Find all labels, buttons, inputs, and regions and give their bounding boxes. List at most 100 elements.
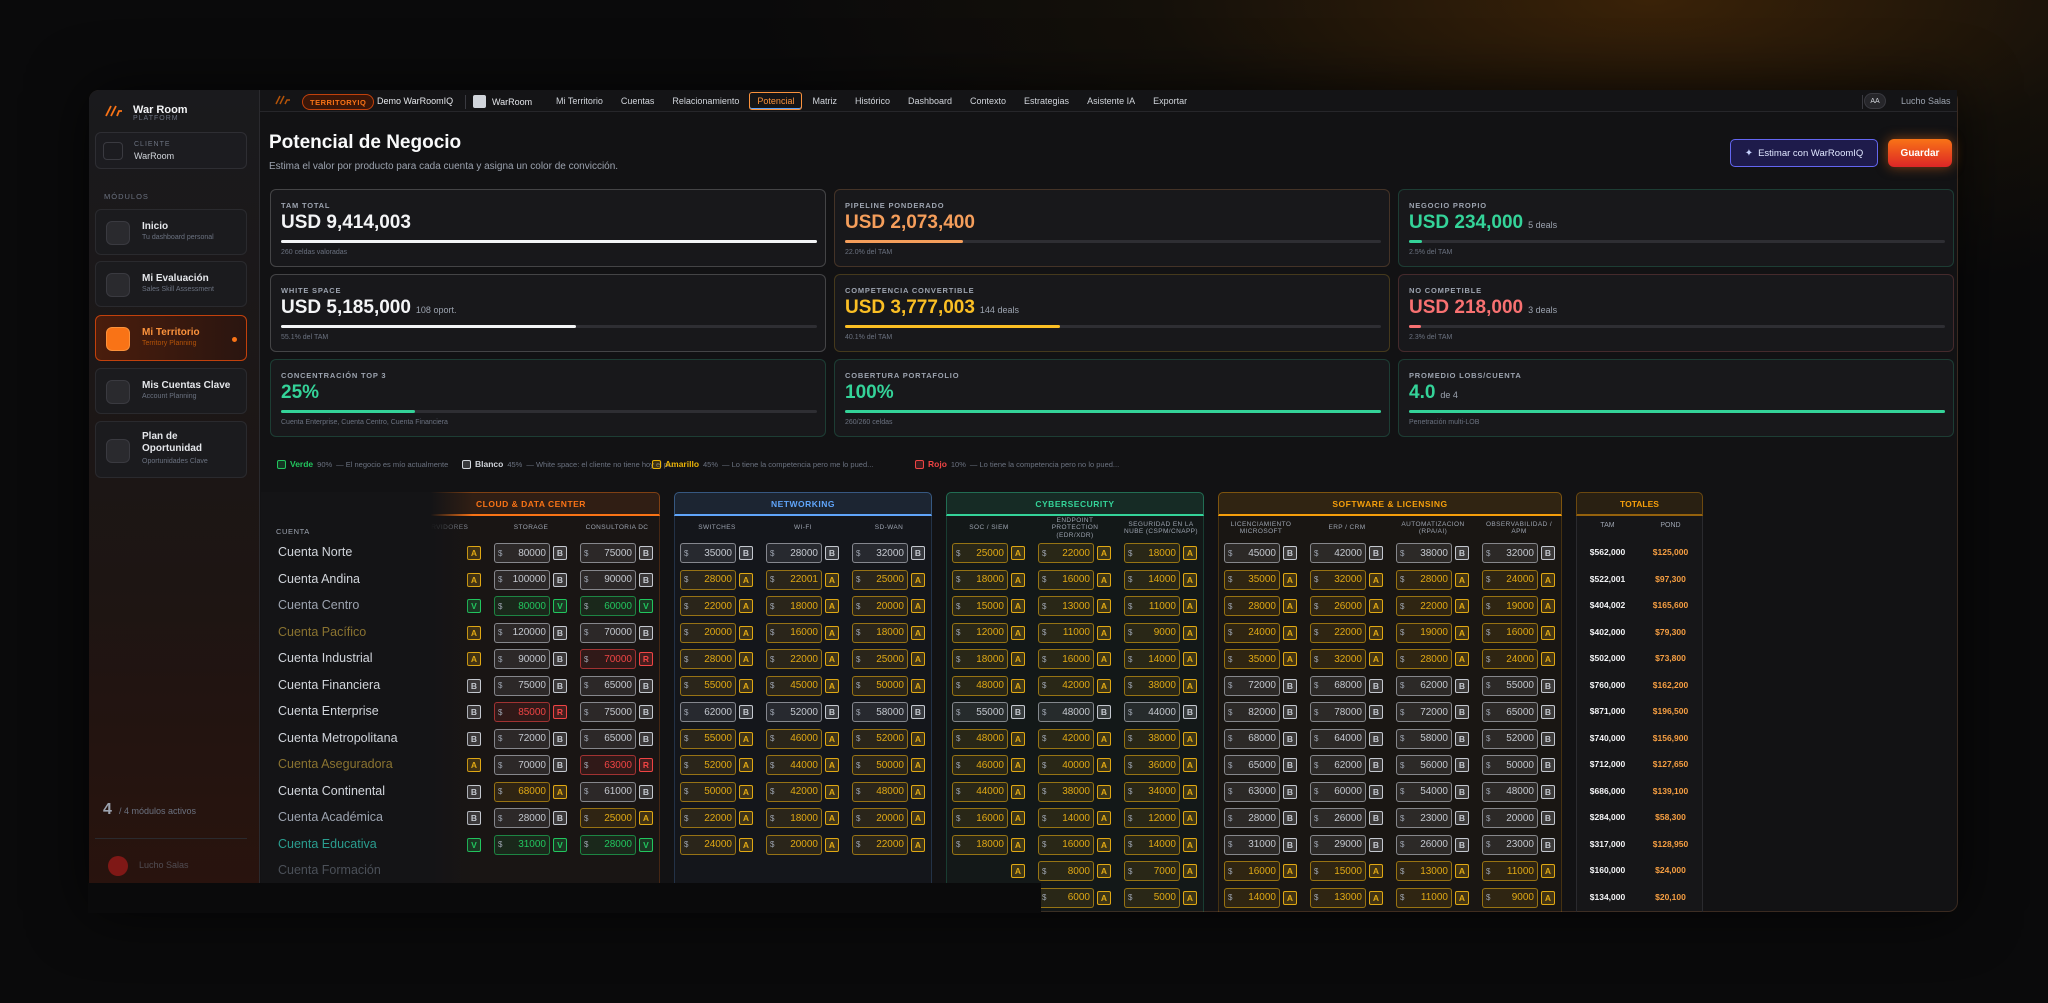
conviction-badge[interactable]: B bbox=[1369, 546, 1383, 560]
conviction-badge[interactable]: B bbox=[553, 546, 567, 560]
tab[interactable]: Mi Territorio bbox=[556, 96, 603, 106]
conviction-badge[interactable]: A bbox=[1097, 572, 1111, 587]
conviction-badge[interactable]: A bbox=[1283, 864, 1297, 878]
conviction-badge[interactable]: A bbox=[1183, 837, 1197, 852]
conviction-badge[interactable]: V bbox=[639, 599, 653, 613]
value-cell[interactable]: $68000 bbox=[1224, 728, 1280, 749]
value-cell[interactable]: $35000 bbox=[1224, 649, 1280, 669]
value-cell[interactable]: $6000 bbox=[1038, 887, 1094, 908]
conviction-badge[interactable]: A bbox=[1183, 811, 1197, 825]
save-button[interactable]: Guardar bbox=[1888, 139, 1952, 167]
conviction-badge[interactable]: A bbox=[911, 572, 925, 587]
value-cell[interactable]: $48000 bbox=[1038, 702, 1094, 722]
conviction-badge[interactable]: A bbox=[1369, 572, 1383, 587]
conviction-badge[interactable]: B bbox=[553, 731, 567, 746]
value-cell[interactable]: $25000 bbox=[852, 649, 908, 669]
value-cell[interactable]: $60000 bbox=[1310, 781, 1366, 802]
value-cell[interactable]: $48000 bbox=[1482, 781, 1538, 802]
value-cell[interactable]: $18000 bbox=[952, 649, 1008, 669]
value-cell[interactable]: $64000 bbox=[1310, 728, 1366, 749]
conviction-badge[interactable]: B bbox=[1541, 784, 1555, 799]
conviction-badge[interactable]: R bbox=[553, 705, 567, 719]
conviction-badge[interactable]: A bbox=[1183, 546, 1197, 560]
value-cell[interactable]: $62000 bbox=[680, 702, 736, 722]
conviction-badge[interactable]: A bbox=[1541, 652, 1555, 666]
nav-item[interactable]: Plan de Oportunidad Oportunidades Clave bbox=[95, 421, 247, 478]
conviction-badge[interactable]: A bbox=[911, 599, 925, 613]
ai-button[interactable]: ✦ Estimar con WarRoomIQ bbox=[1730, 139, 1878, 167]
value-cell[interactable]: $28000 bbox=[1224, 808, 1280, 828]
conviction-badge[interactable]: B bbox=[1097, 705, 1111, 719]
value-cell[interactable]: $22000 bbox=[1396, 596, 1452, 616]
value-cell[interactable]: $16000 bbox=[1224, 861, 1280, 881]
conviction-badge[interactable]: A bbox=[1011, 811, 1025, 825]
conviction-badge[interactable]: B bbox=[639, 572, 653, 587]
value-cell[interactable]: $46000 bbox=[766, 728, 822, 749]
value-cell[interactable]: $50000 bbox=[852, 675, 908, 696]
conviction-badge[interactable]: A bbox=[1011, 837, 1025, 852]
conviction-badge[interactable]: B bbox=[1455, 811, 1469, 825]
value-cell[interactable]: $20000 bbox=[680, 622, 736, 643]
value-cell[interactable]: $18000 bbox=[1124, 543, 1180, 563]
value-cell[interactable]: $19000 bbox=[1396, 622, 1452, 643]
conviction-badge[interactable]: B bbox=[1283, 546, 1297, 560]
value-cell[interactable]: $16000 bbox=[1038, 834, 1094, 855]
conviction-badge[interactable]: B bbox=[1541, 546, 1555, 560]
value-cell[interactable]: $31000 bbox=[1224, 834, 1280, 855]
conviction-badge[interactable]: B bbox=[739, 546, 753, 560]
conviction-badge[interactable]: A bbox=[1097, 625, 1111, 640]
conviction-badge[interactable]: A bbox=[639, 811, 653, 825]
value-cell[interactable]: $22000 bbox=[766, 649, 822, 669]
value-cell[interactable]: $40000 bbox=[1038, 755, 1094, 775]
conviction-badge[interactable]: A bbox=[1183, 678, 1197, 693]
conviction-badge[interactable]: A bbox=[1011, 678, 1025, 693]
conviction-badge[interactable]: A bbox=[1283, 890, 1297, 905]
conviction-badge[interactable]: A bbox=[1283, 572, 1297, 587]
value-cell[interactable]: $56000 bbox=[1396, 755, 1452, 775]
conviction-badge[interactable]: B bbox=[825, 705, 839, 719]
value-cell[interactable]: $65000 bbox=[580, 675, 636, 696]
conviction-badge[interactable]: A bbox=[1541, 890, 1555, 905]
value-cell[interactable]: $70000 bbox=[580, 622, 636, 643]
value-cell[interactable]: $22000 bbox=[680, 596, 736, 616]
value-cell[interactable]: $75000 bbox=[580, 543, 636, 563]
conviction-badge[interactable]: A bbox=[739, 811, 753, 825]
value-cell[interactable]: $29000 bbox=[1310, 834, 1366, 855]
conviction-badge[interactable]: B bbox=[1455, 731, 1469, 746]
value-cell[interactable]: $90000 bbox=[494, 649, 550, 669]
conviction-badge[interactable]: A bbox=[1455, 652, 1469, 666]
conviction-badge[interactable]: A bbox=[1183, 758, 1197, 772]
conviction-badge[interactable]: A bbox=[1011, 546, 1025, 560]
value-cell[interactable]: $70000 bbox=[580, 649, 636, 669]
value-cell[interactable]: $32000 bbox=[1310, 649, 1366, 669]
conviction-badge[interactable]: A bbox=[1455, 599, 1469, 613]
value-cell[interactable]: $75000 bbox=[494, 675, 550, 696]
conviction-badge[interactable]: B bbox=[1283, 705, 1297, 719]
tab[interactable]: Histórico bbox=[854, 96, 890, 106]
tab[interactable]: Asistente IA bbox=[1087, 96, 1136, 106]
conviction-badge[interactable]: A bbox=[739, 625, 753, 640]
tab[interactable]: Cuentas bbox=[620, 96, 655, 106]
value-cell[interactable]: $28000 bbox=[680, 569, 736, 590]
value-cell[interactable]: $18000 bbox=[766, 596, 822, 616]
value-cell[interactable]: $25000 bbox=[580, 808, 636, 828]
conviction-badge[interactable]: B bbox=[1011, 705, 1025, 719]
conviction-badge[interactable]: B bbox=[553, 652, 567, 666]
value-cell[interactable]: $25000 bbox=[952, 543, 1008, 563]
conviction-badge[interactable]: B bbox=[911, 546, 925, 560]
value-cell[interactable]: $20000 bbox=[766, 834, 822, 855]
value-cell[interactable]: $85000 bbox=[494, 702, 550, 722]
conviction-badge[interactable]: A bbox=[1283, 652, 1297, 666]
nav-item[interactable]: Mis Cuentas Clave Account Planning bbox=[95, 368, 247, 414]
conviction-badge[interactable]: A bbox=[1183, 731, 1197, 746]
value-cell[interactable]: $11000 bbox=[1482, 861, 1538, 881]
conviction-badge[interactable]: B bbox=[1283, 837, 1297, 852]
value-cell[interactable]: $38000 bbox=[1124, 728, 1180, 749]
conviction-badge[interactable]: A bbox=[1541, 572, 1555, 587]
conviction-badge[interactable]: B bbox=[1455, 546, 1469, 560]
conviction-badge[interactable]: B bbox=[1541, 811, 1555, 825]
value-cell[interactable]: $75000 bbox=[580, 702, 636, 722]
conviction-badge[interactable]: B bbox=[639, 678, 653, 693]
value-cell[interactable]: $58000 bbox=[1396, 728, 1452, 749]
value-cell[interactable]: $16000 bbox=[1038, 569, 1094, 590]
